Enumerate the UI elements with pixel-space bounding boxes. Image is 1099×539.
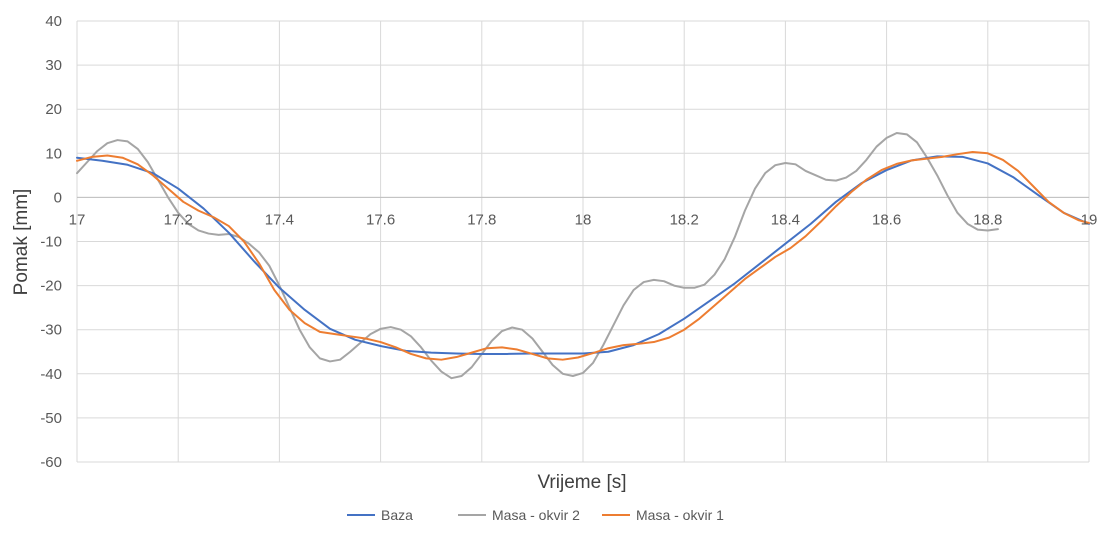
y-tick-label: -50 xyxy=(40,410,62,427)
x-tick-label: 19 xyxy=(1081,211,1098,228)
y-tick-label: -10 xyxy=(40,234,62,251)
legend-label: Baza xyxy=(381,507,413,523)
x-tick-label: 18.6 xyxy=(872,211,901,228)
x-tick-label: 17 xyxy=(69,211,86,228)
y-tick-label: 20 xyxy=(45,101,62,118)
y-tick-label: -20 xyxy=(40,278,62,295)
y-tick-label: 10 xyxy=(45,145,62,162)
y-tick-label: 30 xyxy=(45,57,62,74)
series-lines xyxy=(76,132,1090,380)
y-axis-title: Pomak [mm] xyxy=(11,189,32,296)
x-tick-labels: 17 17.2 17.4 17.6 17.8 18 18.2 18.4 18.6 18.8 19 xyxy=(69,211,1098,228)
legend-label: Masa - okvir 2 xyxy=(492,507,580,523)
series-line-2 xyxy=(76,150,1090,361)
y-tick-label: 40 xyxy=(45,13,62,30)
x-tick-label: 18.4 xyxy=(771,211,800,228)
x-tick-label: 17.6 xyxy=(366,211,395,228)
x-tick-label: 17.4 xyxy=(265,211,294,228)
y-tick-label: -40 xyxy=(40,366,62,383)
x-tick-label: 18 xyxy=(575,211,592,228)
x-tick-label: 17.2 xyxy=(164,211,193,228)
y-tick-label: -60 xyxy=(40,454,62,471)
y-tick-label: -30 xyxy=(40,322,62,339)
series-line-1 xyxy=(76,132,999,380)
y-tick-labels: 40 30 20 10 0 -10 -20 -30 -40 -50 -60 xyxy=(40,13,62,471)
x-tick-label: 18.2 xyxy=(670,211,699,228)
grid xyxy=(76,20,1090,463)
x-axis-title: Vrijeme [s] xyxy=(537,472,626,493)
x-tick-label: 17.8 xyxy=(467,211,496,228)
legend-label: Masa - okvir 1 xyxy=(636,507,724,523)
x-tick-label: 18.8 xyxy=(973,211,1002,228)
y-tick-label: 0 xyxy=(54,189,62,206)
legend: Baza Masa - okvir 2 Masa - okvir 1 xyxy=(347,507,724,523)
